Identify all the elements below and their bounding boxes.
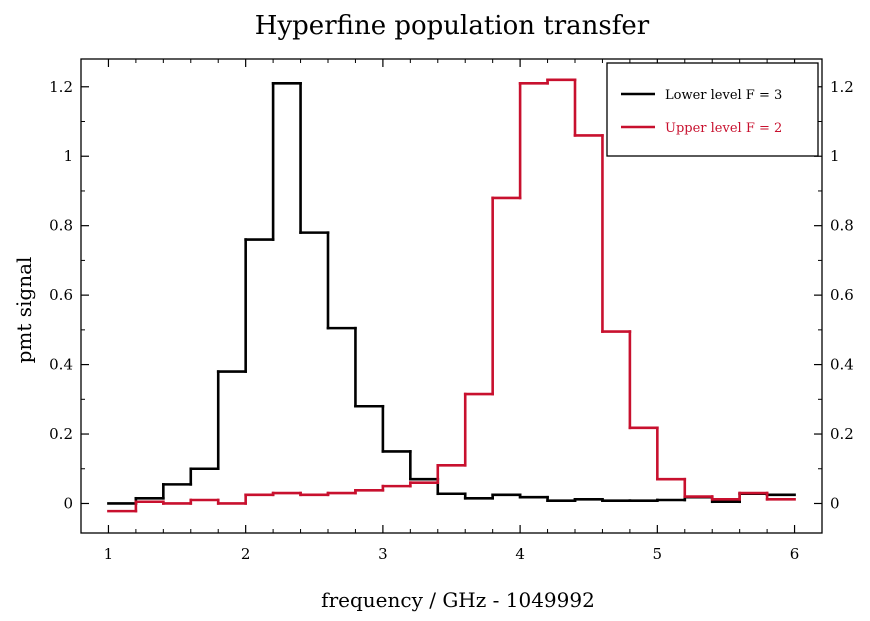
- legend-label-2: Upper level F = 2: [665, 121, 782, 136]
- series-2-line: [107, 78, 796, 513]
- y-tick-label-right: 1: [830, 147, 840, 165]
- y-tick-label: 1.2: [49, 78, 73, 96]
- y-tick-label: 1: [63, 147, 73, 165]
- x-tick-label: 5: [653, 545, 663, 563]
- y-axis-label: pmt signal: [12, 257, 36, 364]
- plot-frame: [80, 58, 823, 534]
- y-tick-label-right: 1.2: [830, 78, 854, 96]
- x-tick-label: 2: [241, 545, 251, 563]
- y-tick-label: 0.8: [49, 217, 73, 235]
- y-tick-label-right: 0.6: [830, 286, 854, 304]
- legend-box: [606, 62, 819, 157]
- plot-area: 1 2 3 4 5 6 0 0 0.2 0.2 0.4 0.4 0.6 0.6 0.8 0.8 1 1 1.2 1.2: [49, 58, 854, 563]
- x-tick-label: 1: [104, 545, 114, 563]
- y-tick-label-right: 0: [830, 494, 840, 512]
- legend: Lower level F = 3 Upper level F = 2: [606, 62, 819, 157]
- y-tick-label-right: 0.2: [830, 425, 854, 443]
- y-tick-label: 0.2: [49, 425, 73, 443]
- chart-title: Hyperfine population transfer: [255, 11, 650, 41]
- x-tick-label: 4: [515, 545, 525, 563]
- y-tick-label: 0.4: [49, 356, 73, 374]
- y-tick-label: 0: [63, 494, 73, 512]
- y-tick-label-right: 0.8: [830, 217, 854, 235]
- y-tick-label: 0.6: [49, 286, 73, 304]
- x-tick-label: 3: [378, 545, 388, 563]
- x-axis-label: frequency / GHz - 1049992: [321, 588, 595, 612]
- y-tick-label-right: 0.4: [830, 356, 854, 374]
- x-tick-label: 6: [790, 545, 800, 563]
- legend-label-1: Lower level F = 3: [665, 88, 782, 103]
